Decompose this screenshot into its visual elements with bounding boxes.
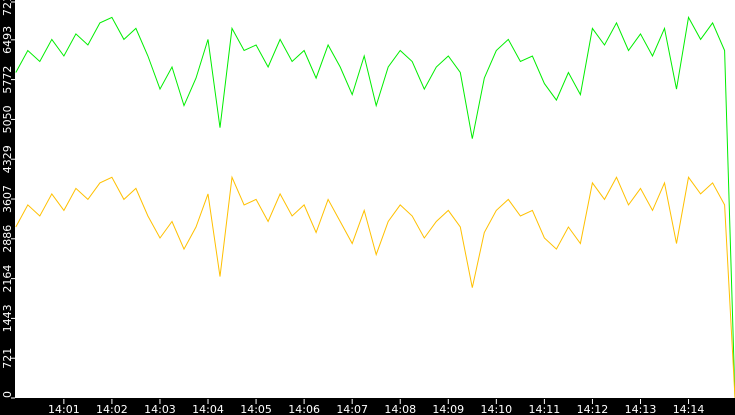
series-line-1 [15, 175, 735, 399]
x-tick-label: 14:04 [192, 403, 224, 415]
x-tick-label: 14:09 [432, 403, 464, 415]
x-tick-label: 14:03 [144, 403, 176, 415]
x-tick-label: 14:10 [480, 403, 512, 415]
y-tick-label: 2164 [1, 265, 14, 293]
y-tick-label: 5050 [1, 105, 14, 133]
x-tick-label: 14:08 [384, 403, 416, 415]
x-tick-label: 14:11 [529, 403, 561, 415]
x-tick-label: 14:13 [625, 403, 657, 415]
y-tick-label: 5772 [1, 66, 14, 94]
y-tick-label: 1443 [1, 304, 14, 332]
x-tick-label: 14:07 [336, 403, 368, 415]
y-tick-label: 0 [1, 391, 14, 398]
x-tick-label: 14:06 [288, 403, 320, 415]
x-tick-label: 14:14 [673, 403, 705, 415]
plot-area [15, 0, 735, 398]
y-tick-label: 3607 [1, 185, 14, 213]
x-tick-label: 14:02 [96, 403, 128, 415]
y-tick-label: 4329 [1, 145, 14, 173]
x-tick-label: 14:12 [577, 403, 609, 415]
y-tick-label: 6493 [1, 26, 14, 54]
x-tick-label: 14:01 [48, 403, 80, 415]
y-tick-label: 7215 [1, 0, 14, 16]
x-tick-label: 14:05 [240, 403, 272, 415]
y-tick-label: 2886 [1, 225, 14, 253]
series-line-0 [15, 15, 735, 399]
y-tick-label: 721 [1, 348, 14, 369]
